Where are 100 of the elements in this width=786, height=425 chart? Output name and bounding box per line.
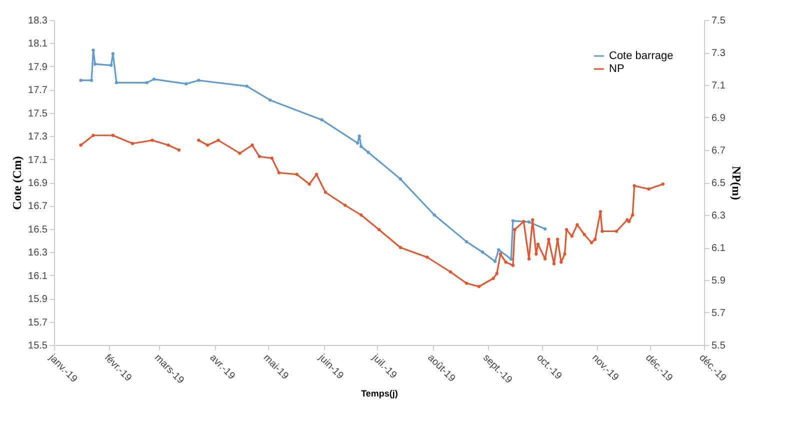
y2-tick-label: 6.7 — [712, 146, 726, 156]
y-axis-title: Cote (Cm) — [10, 156, 24, 210]
y2-axis-title: NP(m) — [729, 166, 744, 200]
point — [632, 184, 636, 188]
point — [464, 282, 468, 285]
point — [377, 228, 381, 232]
point — [360, 144, 363, 148]
y2-tick-label: 6.1 — [712, 243, 726, 254]
y-tick-label: 15.9 — [28, 294, 48, 306]
point — [627, 220, 631, 224]
legend-label: NP — [609, 63, 624, 75]
point — [543, 227, 547, 231]
point — [343, 204, 347, 207]
point — [661, 182, 665, 186]
point — [320, 118, 324, 122]
point — [356, 141, 360, 145]
point — [480, 250, 484, 254]
point — [598, 210, 602, 214]
point — [360, 213, 363, 217]
x-axis-title: Temps(j) — [361, 388, 398, 399]
y-tick-label: 17.1 — [28, 154, 48, 166]
point — [250, 144, 254, 147]
point — [111, 134, 115, 137]
point — [510, 258, 513, 261]
point — [114, 81, 118, 84]
y-tick-label: 16.7 — [28, 201, 48, 212]
point — [177, 148, 181, 152]
y-tick-label: 18.1 — [28, 38, 48, 50]
point — [110, 64, 113, 67]
point — [166, 144, 170, 147]
point — [92, 48, 95, 52]
point — [527, 257, 531, 260]
point — [206, 144, 210, 147]
point — [145, 81, 148, 84]
point — [111, 52, 115, 56]
point — [270, 156, 274, 160]
y-tick-label: 16.5 — [28, 224, 48, 236]
y2-tick-label: 7.5 — [712, 16, 726, 26]
point — [295, 172, 298, 176]
point — [527, 220, 531, 224]
point — [511, 219, 515, 222]
point — [552, 262, 556, 266]
point — [630, 213, 634, 217]
legend-label: Cote barrage — [609, 50, 674, 62]
point — [92, 134, 95, 137]
point — [647, 187, 650, 191]
point — [448, 270, 452, 274]
point — [90, 78, 94, 82]
point — [268, 98, 272, 102]
point — [522, 220, 526, 224]
y2-tick-label: 7.1 — [712, 80, 726, 92]
point — [536, 242, 540, 246]
point — [570, 234, 574, 238]
point — [152, 78, 156, 81]
point — [79, 78, 82, 82]
point — [130, 142, 134, 146]
point — [464, 240, 468, 244]
point — [590, 241, 594, 244]
point — [547, 238, 550, 241]
point — [556, 238, 560, 241]
point — [93, 62, 97, 66]
y-tick-label: 18.3 — [28, 16, 48, 26]
y2-tick-label: 6.9 — [712, 113, 726, 124]
y2-tick-label: 6.5 — [712, 178, 726, 189]
point — [324, 190, 328, 194]
point — [493, 260, 497, 264]
point — [358, 134, 361, 138]
y-tick-label: 17.7 — [28, 85, 48, 96]
point — [498, 252, 502, 256]
point — [564, 228, 568, 232]
point — [245, 84, 248, 88]
y-tick-label: 17.9 — [28, 62, 48, 73]
y2-tick-label: 7.3 — [712, 48, 726, 59]
point — [560, 260, 563, 264]
point — [492, 276, 495, 280]
point — [216, 138, 220, 142]
point — [426, 256, 429, 259]
y-tick-label: 15.7 — [28, 317, 48, 328]
point — [258, 154, 261, 158]
point — [314, 172, 318, 176]
point — [150, 138, 154, 142]
point — [197, 78, 200, 82]
point — [497, 248, 500, 252]
point — [534, 252, 538, 256]
point — [511, 264, 515, 267]
point — [593, 238, 597, 241]
point — [513, 228, 516, 232]
y-tick-label: 15.5 — [28, 340, 48, 352]
y-tick-label: 17.5 — [28, 108, 48, 120]
point — [614, 230, 618, 233]
point — [582, 232, 586, 236]
point — [477, 284, 481, 288]
point — [495, 272, 498, 276]
y-tick-label: 17.3 — [28, 132, 48, 143]
y-tick-label: 16.3 — [28, 248, 48, 259]
y2-tick-label: 5.9 — [712, 276, 726, 286]
point — [277, 171, 281, 174]
point — [504, 260, 508, 264]
point — [398, 246, 402, 250]
point — [432, 213, 436, 217]
